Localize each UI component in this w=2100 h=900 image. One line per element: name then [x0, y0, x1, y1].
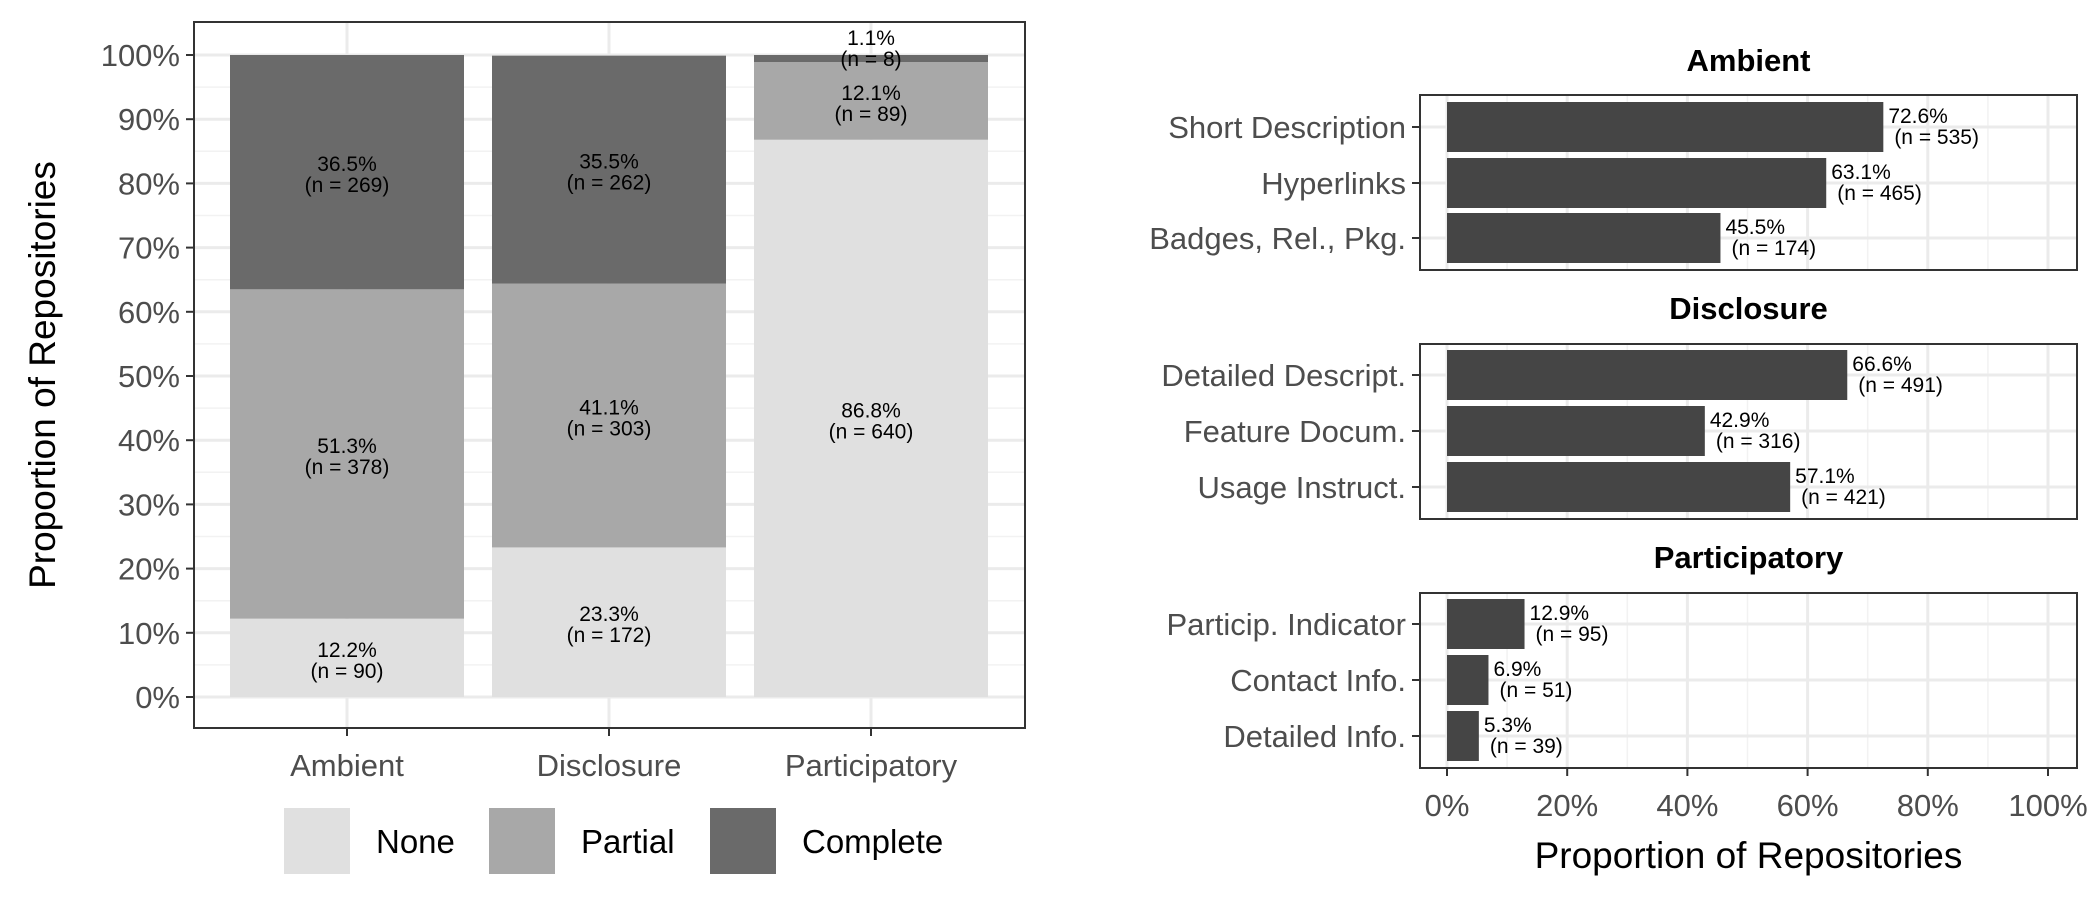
x-tick-label: 100%	[2008, 788, 2087, 823]
y-tick-label: Hyperlinks	[1261, 166, 1406, 201]
data-label: 86.8% (n = 640)	[829, 399, 914, 443]
x-axis-title: Proportion of Repositories	[1535, 835, 1963, 876]
y-tick-label: 10%	[118, 616, 180, 651]
bar-segment-partial	[492, 283, 726, 548]
panel-border	[1419, 592, 2078, 769]
legend-key-partial	[489, 808, 555, 874]
y-tick-label: 20%	[118, 552, 180, 587]
data-label: 66.6% (n = 491)	[1852, 353, 1943, 397]
data-label: 57.1% (n = 421)	[1795, 465, 1886, 509]
x-tick-label: Ambient	[290, 748, 404, 783]
bar-segment-complete	[230, 55, 464, 290]
bar	[1447, 350, 1848, 400]
x-tick-label: 60%	[1777, 788, 1839, 823]
bar	[1447, 158, 1827, 208]
y-axis-title: Proportion of Repositories	[22, 161, 63, 589]
facet-title: Participatory	[1654, 540, 1844, 575]
legend-key-complete	[710, 808, 776, 874]
legend-label: Complete	[802, 823, 943, 860]
bar	[1447, 655, 1489, 705]
y-tick-label: 70%	[118, 231, 180, 266]
y-tick-label: 40%	[118, 423, 180, 458]
bar-segment-complete	[754, 55, 988, 63]
x-tick-label: 0%	[1425, 788, 1470, 823]
facet-participatory: Participatory 12.9% (n = 95) Particip. Indi…	[1167, 540, 2078, 769]
faceted-bar-chart: Ambient 72.6% (n = 535) Short Description 63…	[1149, 43, 2087, 876]
y-tick-label: Particip. Indicator	[1167, 607, 1407, 642]
data-label: 23.3% (n = 172)	[567, 603, 652, 647]
y-tick-label: Badges, Rel., Pkg.	[1149, 221, 1406, 256]
data-label: 6.9% (n = 51)	[1493, 658, 1572, 702]
facet-disclosure: Disclosure 66.6% (n = 491) Detailed Descrip…	[1161, 291, 2078, 520]
data-label: 63.1% (n = 465)	[1831, 161, 1922, 205]
bar	[1447, 406, 1705, 456]
legend-label: None	[376, 823, 455, 860]
bar-segment-none	[492, 547, 726, 697]
x-tick-label: Participatory	[785, 748, 958, 783]
panel-border	[1419, 94, 2078, 271]
y-tick-label: 100%	[101, 38, 180, 73]
y-tick-label: Detailed Info.	[1223, 719, 1406, 754]
data-label: 12.1% (n = 89)	[835, 82, 908, 126]
y-tick-label: Feature Docum.	[1184, 414, 1406, 449]
y-tick-label: Usage Instruct.	[1198, 470, 1406, 505]
bar	[1447, 102, 1884, 152]
legend-key-none	[284, 808, 350, 874]
y-tick-label: Short Description	[1168, 110, 1406, 145]
x-tick-label: 80%	[1897, 788, 1959, 823]
y-tick-label: 80%	[118, 166, 180, 201]
y-tick-label: 60%	[118, 295, 180, 330]
legend-label: Partial	[581, 823, 675, 860]
data-label: 5.3% (n = 39)	[1484, 714, 1563, 758]
stacked-bar-chart: 12.2% (n = 90) 51.3% (n = 378) 36.5% (n = 269…	[22, 21, 1026, 874]
data-label: 51.3% (n = 378)	[305, 435, 390, 479]
y-tick-label: 50%	[118, 359, 180, 394]
bar-segment-partial	[230, 289, 464, 619]
data-label: 45.5% (n = 174)	[1725, 216, 1816, 260]
data-label: 72.6% (n = 535)	[1888, 105, 1979, 149]
data-label: 35.5% (n = 262)	[567, 151, 652, 195]
data-label: 1.1% (n = 8)	[840, 27, 901, 71]
y-tick-label: 90%	[118, 102, 180, 137]
facet-title: Disclosure	[1669, 291, 1828, 326]
bar	[1447, 599, 1525, 649]
bar-segment-complete	[492, 55, 726, 284]
facet-ambient: Ambient 72.6% (n = 535) Short Description 63…	[1149, 43, 2078, 271]
data-label: 36.5% (n = 269)	[305, 153, 390, 197]
y-tick-label: 0%	[135, 680, 180, 715]
bar	[1447, 213, 1721, 263]
panel-border	[1419, 343, 2078, 520]
data-label: 41.1% (n = 303)	[567, 396, 652, 440]
bar-segment-none	[230, 618, 464, 697]
bar	[1447, 462, 1791, 512]
x-tick-label: 40%	[1656, 788, 1718, 823]
data-label: 12.2% (n = 90)	[311, 639, 384, 683]
data-label: 42.9% (n = 316)	[1710, 409, 1801, 453]
x-tick-label: 20%	[1536, 788, 1598, 823]
y-tick-label: Contact Info.	[1230, 663, 1406, 698]
bar-segment-none	[754, 139, 988, 697]
y-tick-label: 30%	[118, 487, 180, 522]
y-tick-label: Detailed Descript.	[1161, 358, 1406, 393]
facet-title: Ambient	[1687, 43, 1811, 78]
legend: None Partial Complete	[284, 808, 943, 874]
x-tick-label: Disclosure	[537, 748, 682, 783]
bar	[1447, 711, 1479, 761]
data-label: 12.9% (n = 95)	[1530, 602, 1609, 646]
bar-segment-partial	[754, 62, 988, 140]
